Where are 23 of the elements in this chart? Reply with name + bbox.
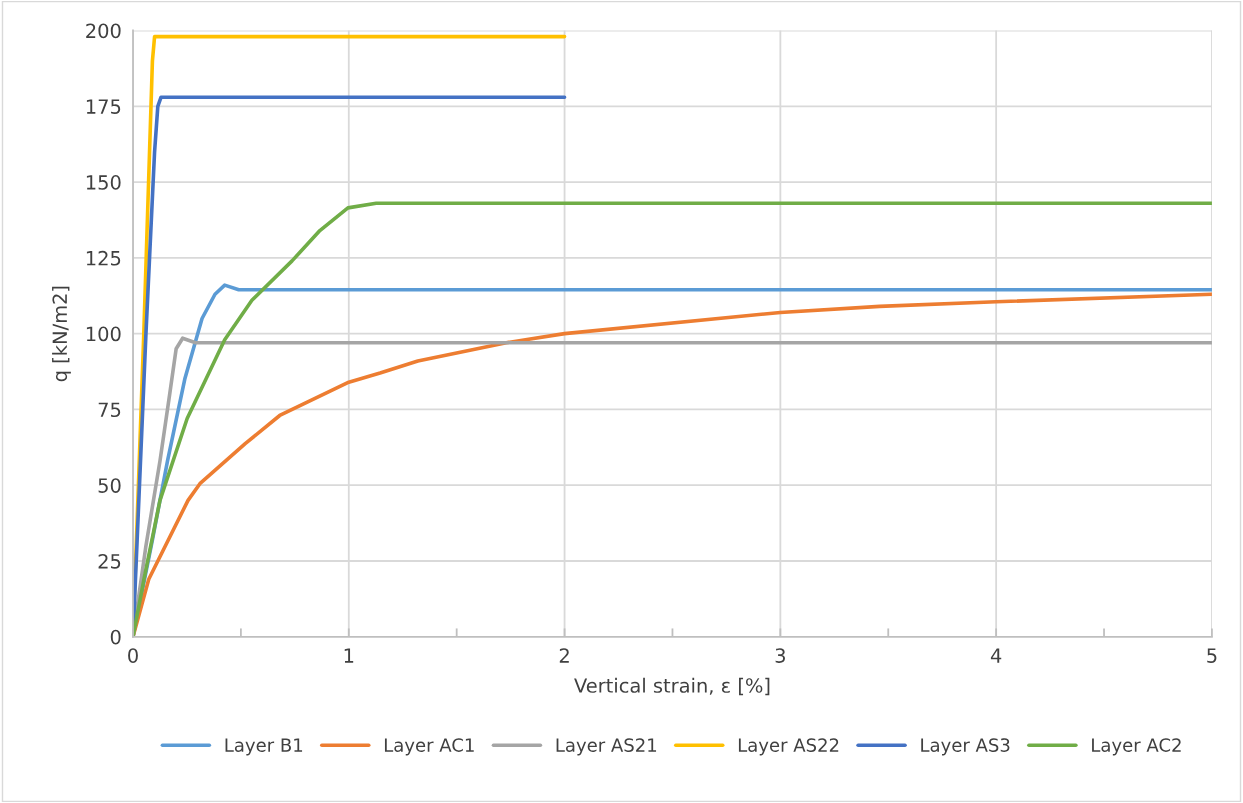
y-tick-label: 100 (86, 326, 121, 342)
legend-label: Layer AS22 (738, 738, 839, 756)
y-tick-label: 175 (86, 99, 121, 114)
y-tick-label: 200 (86, 23, 121, 39)
x-tick-label: 3 (775, 648, 785, 663)
y-axis-title: q [kN/m2] (52, 286, 71, 382)
y-tick-label: 0 (110, 629, 121, 645)
y-tick-label: 125 (86, 250, 121, 266)
x-tick-label: 5 (1207, 648, 1217, 663)
legend-label: Layer AS3 (921, 738, 1010, 756)
x-tick-label: 0 (128, 648, 138, 663)
x-tick-label: 1 (344, 648, 354, 663)
y-tick-label: 75 (98, 402, 121, 418)
x-tick-label: 2 (559, 648, 569, 663)
y-tick-label: 25 (98, 553, 121, 569)
y-tick-label: 150 (86, 175, 121, 190)
legend-label: Layer AC2 (1092, 738, 1181, 756)
x-axis-title: Vertical strain, ε [%] (574, 677, 770, 696)
x-tick-label: 4 (990, 648, 1002, 663)
legend-label: Layer AS21 (556, 738, 657, 756)
legend-label: Layer B1 (225, 738, 303, 756)
y-tick-label: 50 (98, 478, 121, 493)
legend-label: Layer AC1 (384, 738, 474, 756)
